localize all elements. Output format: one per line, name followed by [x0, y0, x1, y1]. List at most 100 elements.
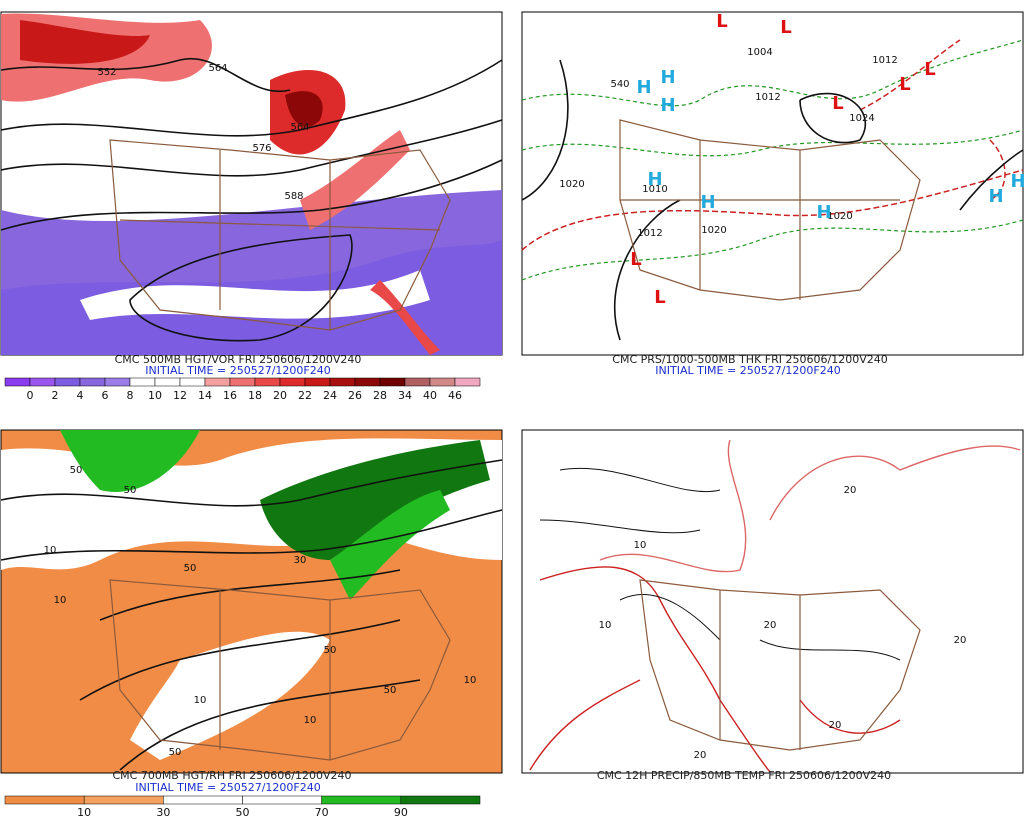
pressure-center: H [700, 192, 715, 213]
contour-label: 540 [610, 79, 629, 90]
colorbar-label: 2 [52, 389, 59, 402]
pressure-center: L [630, 249, 641, 270]
contour-label: 10 [599, 620, 612, 631]
colorbar-label: 90 [394, 806, 408, 819]
contour-label: 20 [829, 720, 842, 731]
caption: CMC 500MB HGT/VOR FRI 250606/1200V240 [115, 353, 362, 366]
contour-label: 1020 [701, 225, 726, 236]
pressure-center: L [716, 11, 727, 32]
contour-label: 1020 [559, 179, 584, 190]
colorbar-segment [4, 377, 31, 387]
colorbar-label: 6 [102, 389, 109, 402]
colorbar-label: 30 [156, 806, 170, 819]
colorbar-label: 16 [223, 389, 237, 402]
colorbar-label: 10 [77, 806, 91, 819]
pressure-center: H [647, 169, 662, 190]
contour-label: 588 [284, 191, 303, 202]
contour-label: 1004 [747, 47, 772, 58]
contour-label: 20 [764, 620, 777, 631]
pressure-center: H [816, 202, 831, 223]
colorbar-label: 22 [298, 389, 312, 402]
pressure-center: L [780, 17, 791, 38]
initial-time: INITIAL TIME = 250527/1200F240 [145, 364, 330, 377]
contour-label: 1020 [827, 211, 852, 222]
contour-label: 10 [304, 715, 317, 726]
colorbar-label: 50 [236, 806, 250, 819]
colorbar-segment [242, 795, 322, 805]
colorbar-segment [400, 795, 481, 805]
colorbar-label: 46 [448, 389, 462, 402]
pressure-center: L [899, 74, 910, 95]
contour-label: 10 [464, 675, 477, 686]
colorbar-segment [104, 377, 131, 387]
colorbar-segment [54, 377, 81, 387]
colorbar-segment [179, 377, 206, 387]
panel-precip [521, 429, 1024, 774]
colorbar-label: 12 [173, 389, 187, 402]
panel-pressure [521, 11, 1024, 356]
contour-label: 1010 [642, 184, 667, 195]
colorbar-segment [321, 795, 402, 805]
colorbar-label: 4 [77, 389, 84, 402]
contour-label: 564 [290, 122, 309, 133]
colorbar-segment [229, 377, 256, 387]
colorbar-label: 34 [398, 389, 412, 402]
colorbar-segment [29, 377, 56, 387]
colorbar-segment [129, 377, 156, 387]
contour-label: 50 [124, 485, 137, 496]
pressure-center: H [988, 186, 1003, 207]
panel-700mb [0, 429, 503, 774]
colorbar-segment [83, 795, 164, 805]
contour-label: 50 [169, 747, 182, 758]
colorbar-segment [4, 795, 85, 805]
pressure-center: L [924, 59, 935, 80]
colorbar-segment [429, 377, 456, 387]
colorbar-segment [79, 377, 106, 387]
panel-500mb [0, 11, 503, 356]
contour-label: 50 [70, 465, 83, 476]
colorbar-label: 28 [373, 389, 387, 402]
colorbar-label: 70 [315, 806, 329, 819]
colorbar-label: 24 [323, 389, 337, 402]
colorbar-label: 0 [27, 389, 34, 402]
colorbar-segment [329, 377, 356, 387]
colorbar-label: 40 [423, 389, 437, 402]
colorbar-segment [404, 377, 431, 387]
colorbar-segment [379, 377, 406, 387]
contour-label: 20 [844, 485, 857, 496]
pressure-center: H [636, 77, 651, 98]
contour-label: 50 [384, 685, 397, 696]
initial-time: INITIAL TIME = 250527/1200F240 [135, 781, 320, 794]
colorbar-label: 18 [248, 389, 262, 402]
contour-label: 10 [54, 595, 67, 606]
colorbar-segment [354, 377, 381, 387]
colorbar-segment [279, 377, 306, 387]
colorbar-segment [304, 377, 331, 387]
contour-label: 20 [694, 750, 707, 761]
contour-label: 564 [208, 63, 227, 74]
contour-label: 30 [294, 555, 307, 566]
contour-label: 50 [324, 645, 337, 656]
contour-label: 10 [194, 695, 207, 706]
caption: CMC 700MB HGT/RH FRI 250606/1200V240 [112, 769, 351, 782]
contour-label: 1024 [849, 113, 874, 124]
colorbar-segment [454, 377, 481, 387]
contour-label: 10 [44, 545, 57, 556]
colorbar-segment [154, 377, 181, 387]
colorbar-label: 26 [348, 389, 362, 402]
caption: CMC 12H PRECIP/850MB TEMP FRI 250606/120… [597, 769, 891, 782]
colorbar-segment [204, 377, 231, 387]
caption: CMC PRS/1000-500MB THK FRI 250606/1200V2… [612, 353, 887, 366]
pressure-center: H [660, 67, 675, 88]
contour-label: 552 [97, 67, 116, 78]
colorbar-segment [254, 377, 281, 387]
contour-label: 576 [252, 143, 271, 154]
contour-label: 1012 [755, 92, 780, 103]
colorbar-label: 10 [148, 389, 162, 402]
contour-label: 1012 [637, 228, 662, 239]
pressure-center: H [1010, 171, 1024, 192]
pressure-center: L [832, 93, 843, 114]
contour-label: 20 [954, 635, 967, 646]
contour-label: 50 [184, 563, 197, 574]
